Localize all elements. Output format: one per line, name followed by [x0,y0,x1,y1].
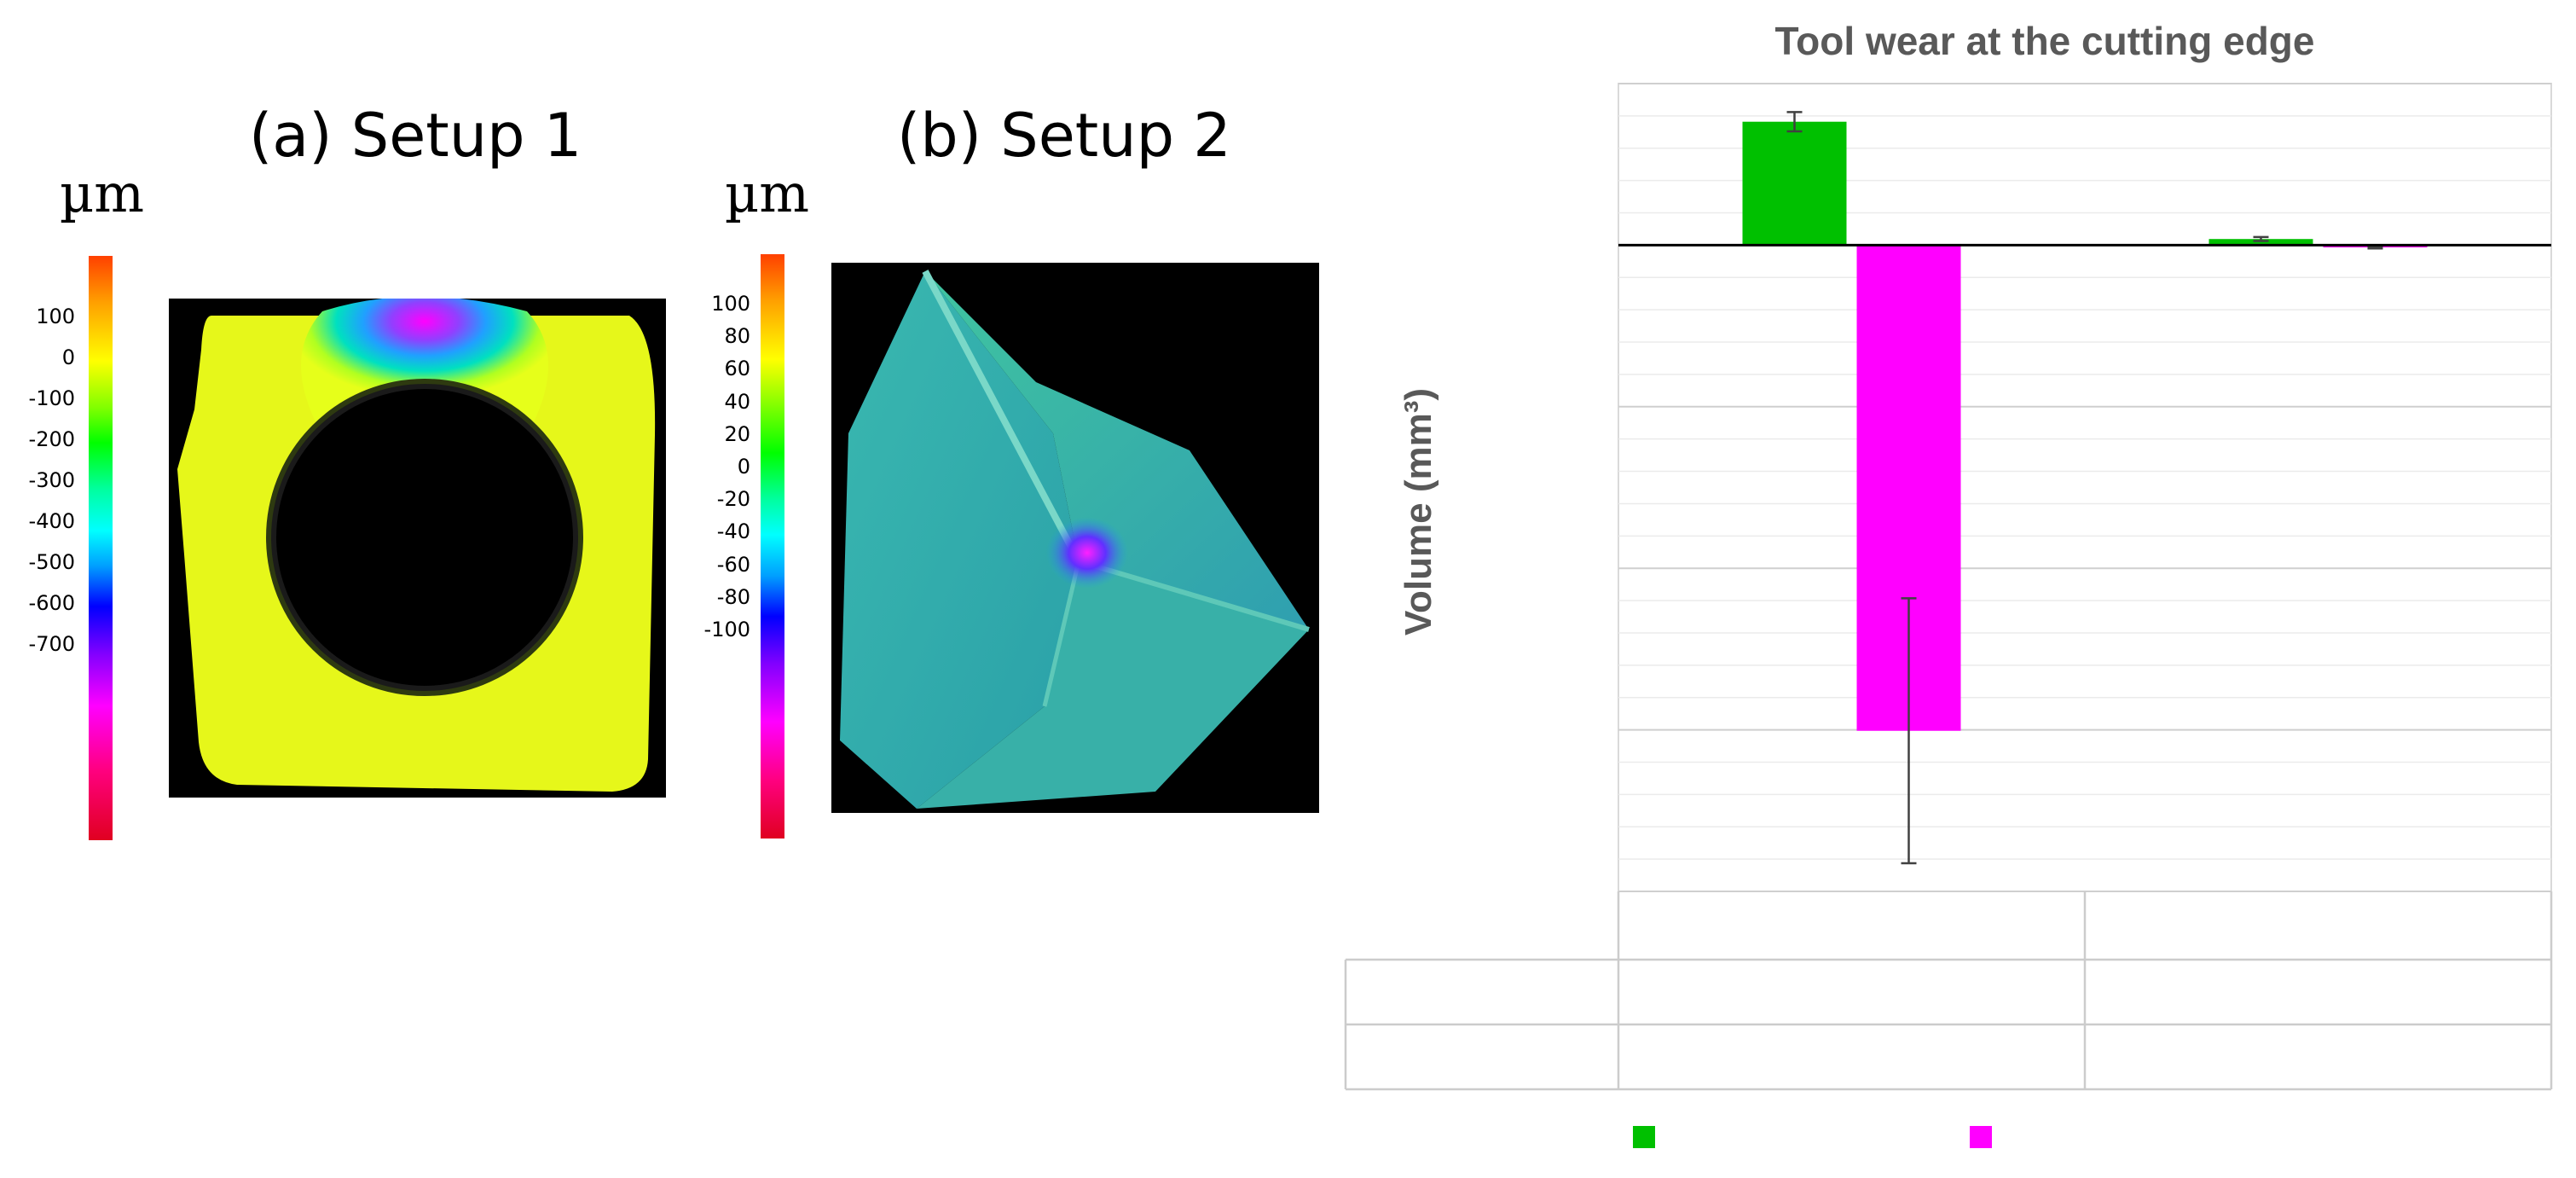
panel-b-title: (b) Setup 2 [897,101,1231,171]
legend-swatch-adhesive [1633,1126,1655,1148]
panel-b-scale-tick: -60 [716,552,750,577]
data-table [1344,891,2553,1091]
legend [1633,1126,1992,1148]
panel-b-scale-tick: 100 [711,292,750,316]
panel-a-scale-tick: 100 [36,305,75,328]
panel-a-scale-tick: -500 [28,550,75,574]
panel-b-scale-tick: 60 [724,357,750,381]
panel-a-unit: µm [60,162,145,224]
panel-a-scale-tick: -200 [28,427,75,451]
panel-a-scale-tick: 0 [61,345,75,369]
panel-b-scale-tick: 20 [724,421,750,446]
panel-a-scale-tick: -600 [28,591,75,615]
chart-title: Tool wear at the cutting edge [1775,19,2315,63]
grid-lines [1618,83,2552,892]
panel-b-color-scale [761,254,784,839]
panel-a-title: (a) Setup 1 [249,101,582,171]
panel-b-scale-tick: 80 [724,324,750,349]
panel-b-scale-tick: -80 [716,584,750,609]
panel-b-scale-tick: 40 [724,389,750,414]
panel-b-scale-tick: 0 [737,455,750,479]
bar-adhesive-wear-setup-2 [2208,239,2313,246]
panel-b-scale-tick: -20 [716,487,750,512]
panel-b-unit: µm [725,162,810,224]
panel-b-scan-image [831,263,1319,813]
panel-a-scale-tick: -400 [28,509,75,533]
wear-chart: Tool wear at the cutting edge Volume (mm… [1344,19,2553,1148]
panel-a-scan-image [169,299,666,798]
panel-b-scale-tick: -100 [703,618,750,641]
y-axis-label: Volume (mm³) [1398,388,1439,635]
panel-b-scale-tick: -40 [716,519,750,544]
panel-a-scale-tick: -700 [28,632,75,656]
legend-swatch-abrasion [1970,1126,1992,1148]
panel-a-color-scale [89,256,113,840]
panel-a-scale-tick: -100 [28,386,75,410]
bars [1618,111,2551,865]
bar-adhesive-wear-setup-1 [1742,121,1847,246]
panel-a-scale-tick: -300 [28,468,75,492]
